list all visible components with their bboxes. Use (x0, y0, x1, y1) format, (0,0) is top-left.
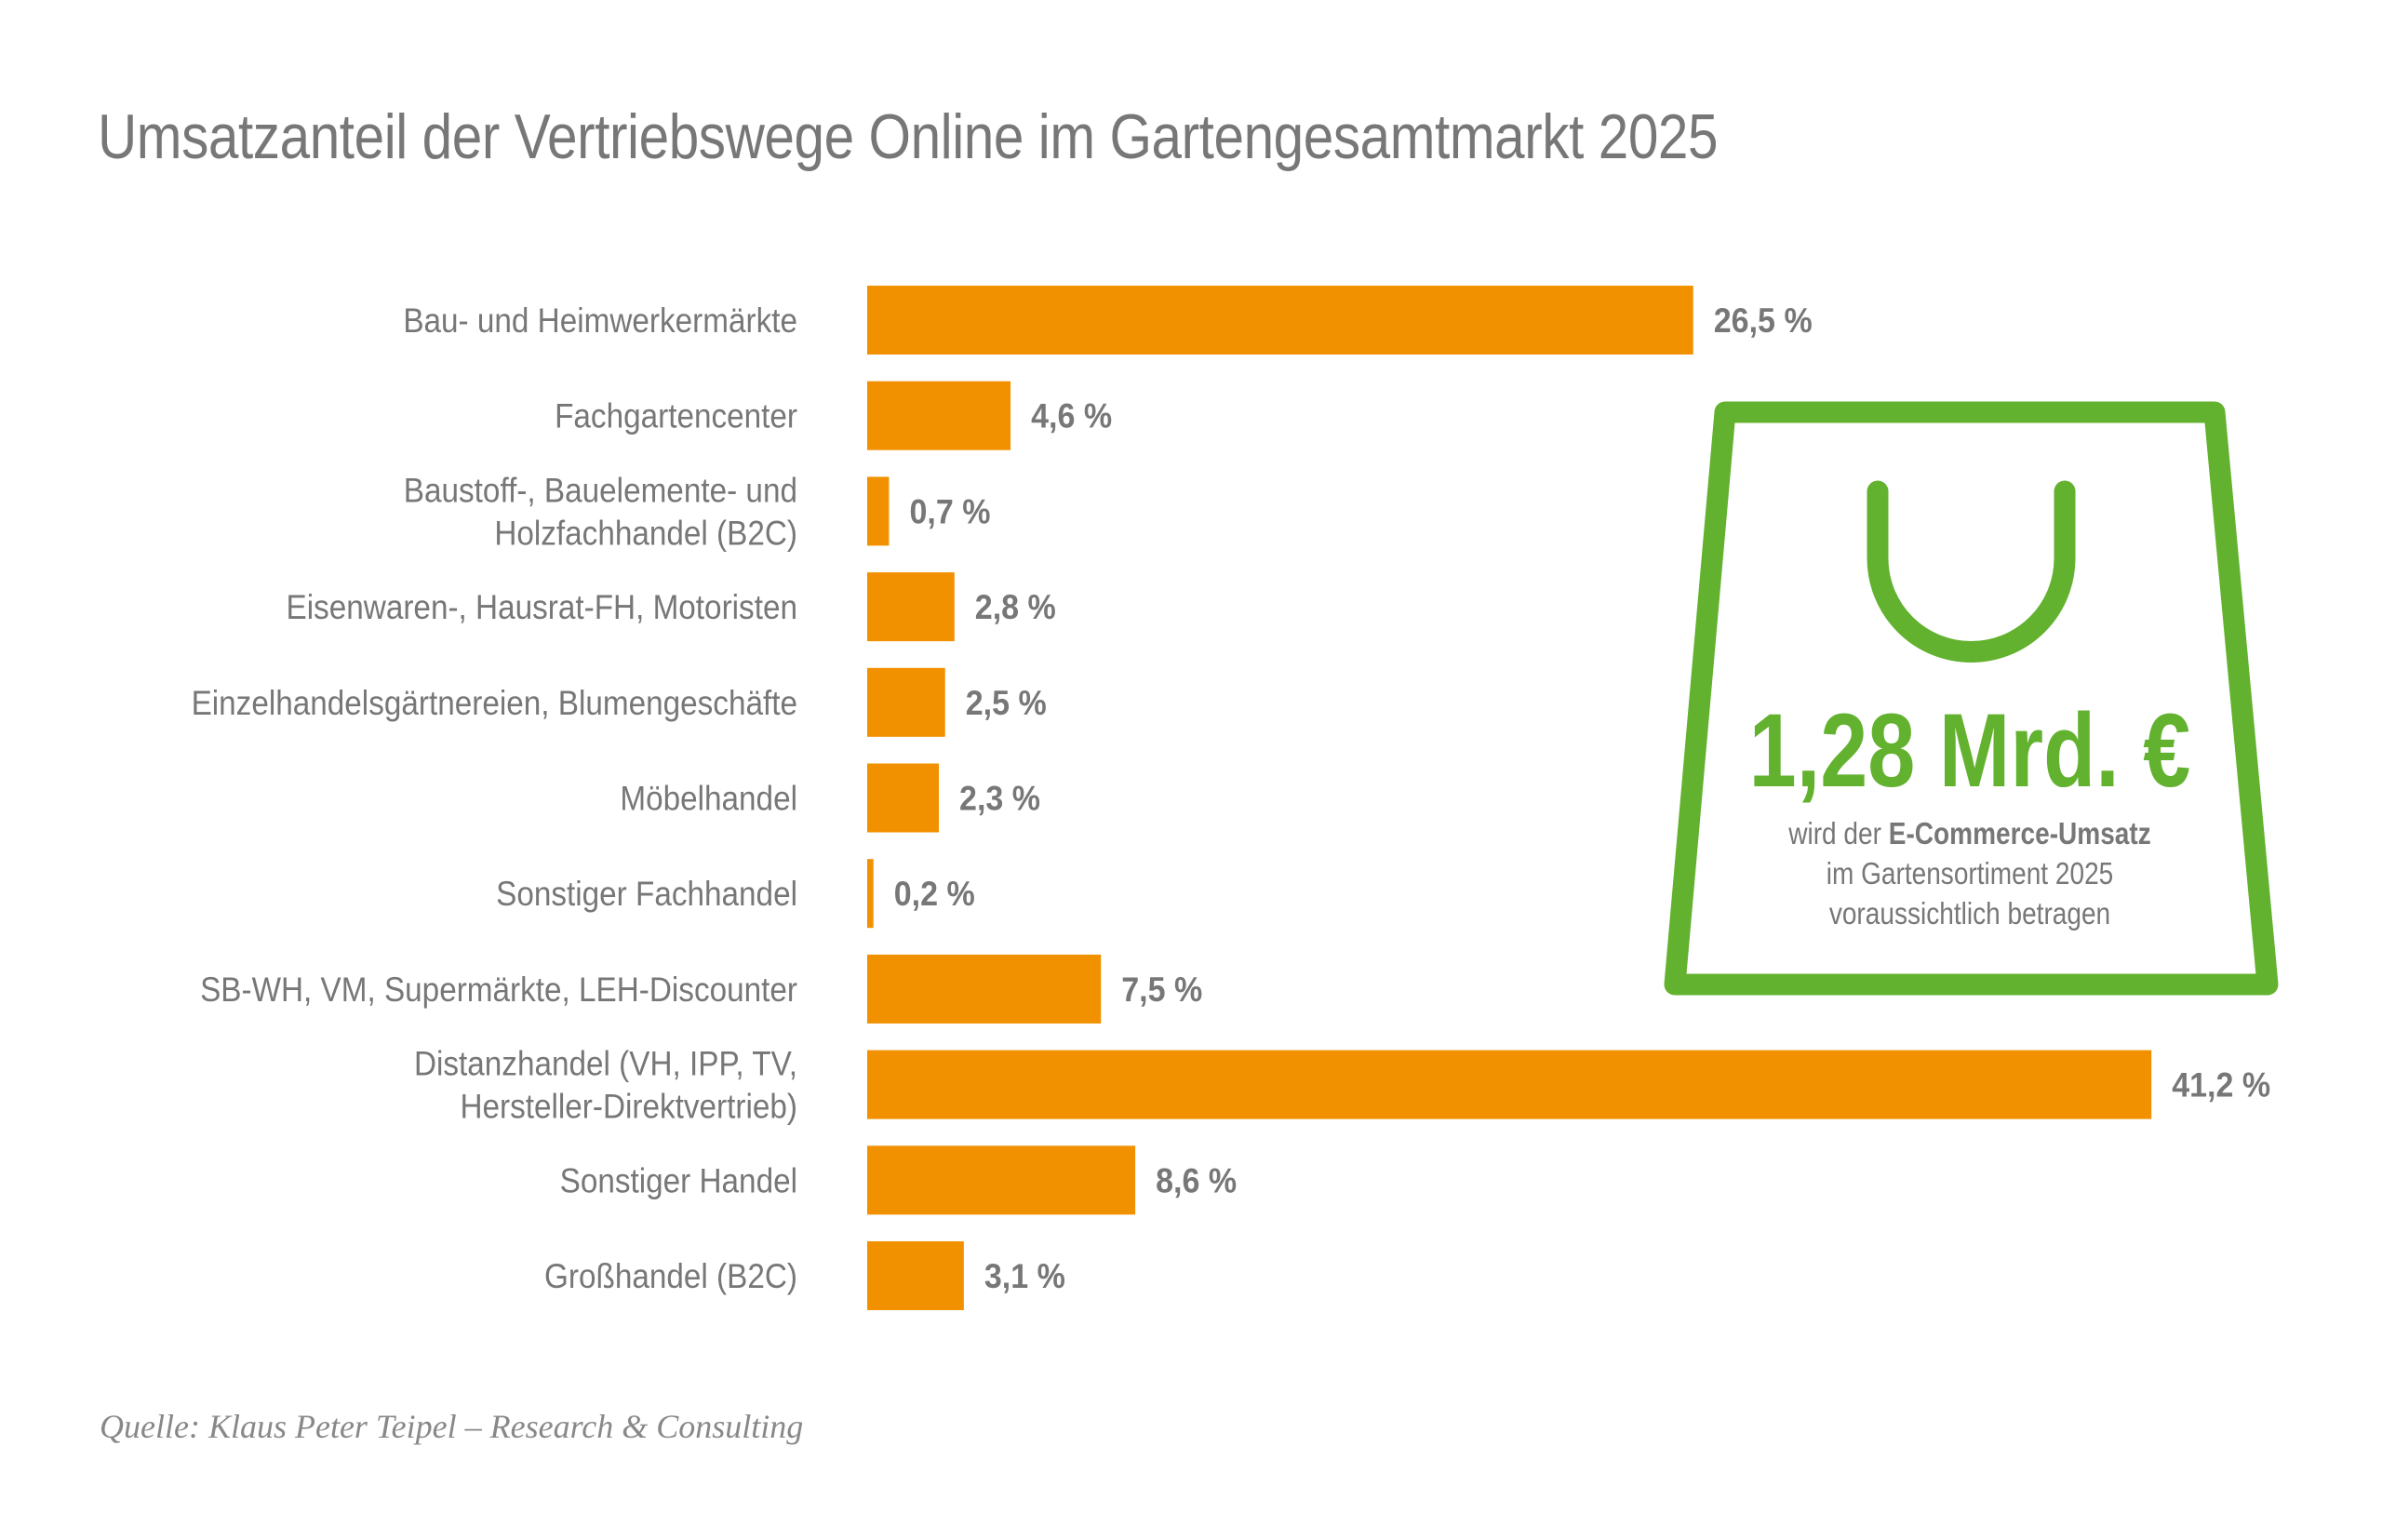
category-label: Baustoff-, Bauelemente- und Holzfachhande… (404, 472, 797, 553)
bar (867, 286, 1693, 355)
category-label: Distanzhandel (VH, IPP, TV, Hersteller-Di… (414, 1045, 797, 1126)
bar (867, 1241, 964, 1310)
category-label: Eisenwaren-, Hausrat-FH, Motoristen (287, 589, 797, 627)
source-note: Quelle: Klaus Peter Teipel – Research & … (100, 1408, 804, 1445)
bar (867, 1050, 2152, 1119)
value-label: 3,1 % (984, 1257, 1065, 1296)
bar (867, 476, 890, 546)
value-label: 41,2 % (2172, 1065, 2270, 1105)
category-label: Sonstiger Handel (560, 1162, 797, 1200)
callout-line3: voraussichtlich betragen (1829, 897, 2110, 931)
value-label: 4,6 % (1031, 396, 1112, 435)
category-label: SB-WH, VM, Supermärkte, LEH-Discounter (200, 971, 797, 1009)
bar (867, 572, 955, 642)
bar (867, 954, 1102, 1024)
bar (867, 1145, 1136, 1215)
value-label: 2,5 % (966, 683, 1047, 722)
value-label: 0,2 % (894, 875, 975, 914)
bar (867, 667, 945, 737)
category-label: Großhandel (B2C) (544, 1257, 797, 1295)
category-label: Möbelhandel (620, 780, 797, 818)
bar (867, 763, 940, 833)
callout-line1: wird der E-Commerce-Umsatz (1787, 817, 2150, 851)
value-label: 0,7 % (909, 492, 990, 531)
category-label: Sonstiger Fachhandel (496, 876, 797, 914)
bar (867, 381, 1011, 450)
value-label: 8,6 % (1156, 1161, 1237, 1200)
category-label: Einzelhandelsgärtnereien, Blumengeschäft… (192, 684, 797, 722)
value-label: 26,5 % (1714, 301, 1813, 341)
callout-line2: im Gartensortiment 2025 (1827, 857, 2114, 891)
bar (867, 859, 874, 929)
category-label: Fachgartencenter (555, 397, 797, 435)
value-label: 2,3 % (959, 779, 1040, 818)
category-label: Bau- und Heimwerkermärkte (403, 301, 797, 340)
shopping-bag-icon (1664, 401, 2279, 996)
value-label: 7,5 % (1121, 971, 1202, 1010)
callout-amount: 1,28 Mrd. € (1749, 691, 2191, 809)
chart-title: Umsatzanteil der Vertriebswege Online im… (98, 101, 1719, 172)
value-label: 2,8 % (975, 588, 1056, 627)
